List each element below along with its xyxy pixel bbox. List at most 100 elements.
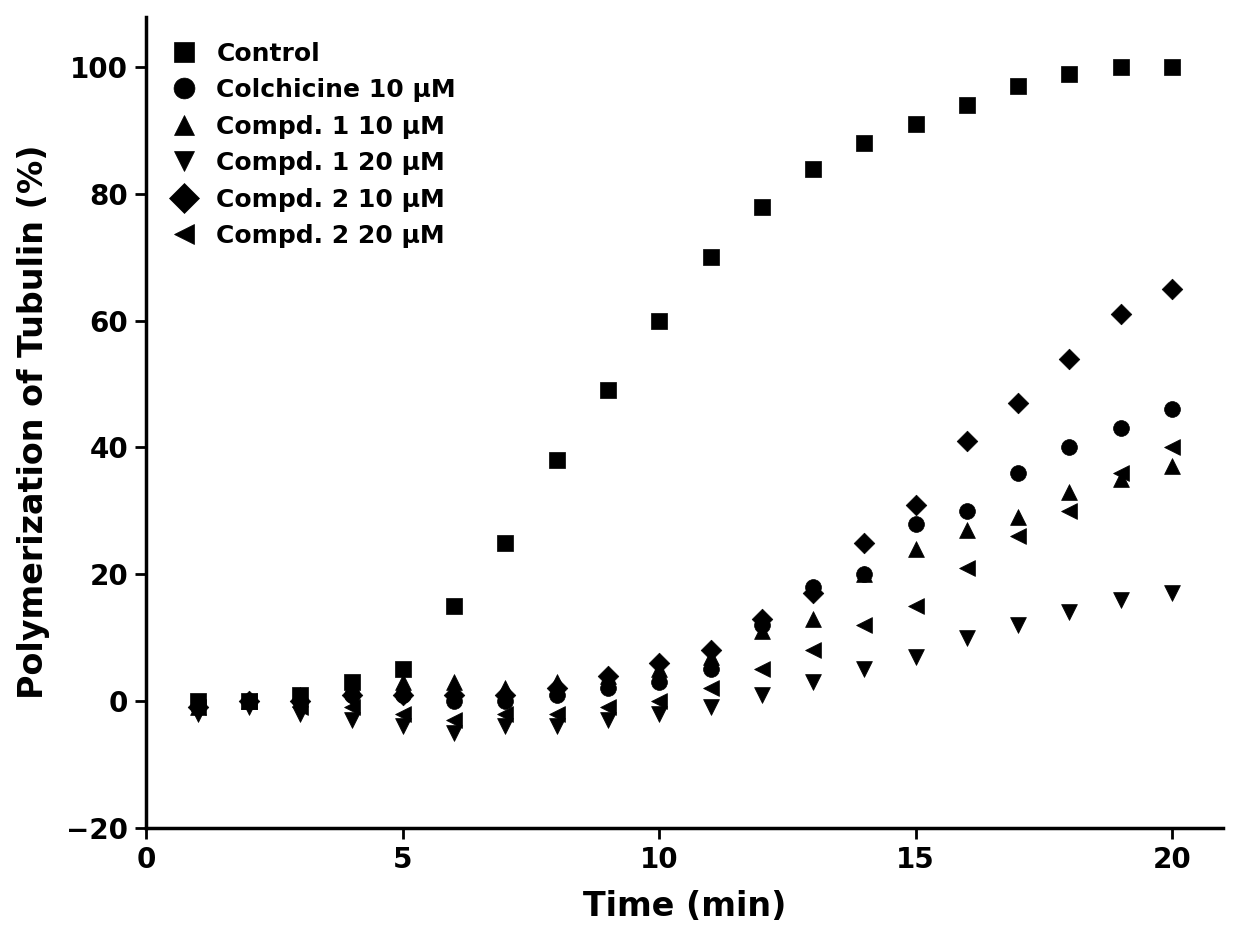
Colchicine 10 μM <box>239 694 259 709</box>
Colchicine 10 μM <box>290 694 310 709</box>
Compd. 2 20 μM <box>341 699 361 714</box>
Compd. 2 10 μM <box>751 611 771 626</box>
Compd. 1 20 μM <box>598 713 618 728</box>
Control <box>751 199 771 214</box>
Compd. 1 10 μM <box>804 611 823 626</box>
Compd. 1 10 μM <box>905 541 925 556</box>
Control <box>701 250 720 265</box>
Colchicine 10 μM <box>751 618 771 633</box>
Colchicine 10 μM <box>854 567 874 582</box>
Control <box>854 136 874 151</box>
Compd. 1 20 μM <box>496 719 516 734</box>
Compd. 1 10 μM <box>187 699 207 714</box>
Control <box>1162 60 1182 75</box>
Compd. 2 10 μM <box>1008 396 1028 411</box>
Compd. 1 10 μM <box>1162 459 1182 474</box>
Compd. 1 10 μM <box>496 681 516 696</box>
Compd. 1 10 μM <box>239 694 259 709</box>
Compd. 1 20 μM <box>751 687 771 702</box>
Colchicine 10 μM <box>1059 440 1079 455</box>
Compd. 1 20 μM <box>1059 604 1079 619</box>
Colchicine 10 μM <box>444 694 464 709</box>
Compd. 2 20 μM <box>187 699 207 714</box>
Compd. 1 10 μM <box>341 681 361 696</box>
Compd. 1 20 μM <box>854 662 874 677</box>
Compd. 2 10 μM <box>547 681 567 696</box>
Compd. 1 10 μM <box>650 662 670 677</box>
Compd. 1 20 μM <box>393 719 413 734</box>
Compd. 2 20 μM <box>598 699 618 714</box>
Compd. 1 10 μM <box>1059 484 1079 499</box>
Compd. 2 20 μM <box>393 706 413 721</box>
Colchicine 10 μM <box>187 699 207 714</box>
Colchicine 10 μM <box>341 687 361 702</box>
Compd. 1 10 μM <box>444 674 464 689</box>
Compd. 1 10 μM <box>854 567 874 582</box>
Compd. 2 10 μM <box>1111 307 1131 322</box>
Compd. 2 20 μM <box>957 560 977 575</box>
Compd. 1 20 μM <box>187 706 207 721</box>
Compd. 2 20 μM <box>1111 465 1131 480</box>
Compd. 2 10 μM <box>393 687 413 702</box>
Compd. 1 10 μM <box>598 668 618 683</box>
Compd. 2 10 μM <box>905 497 925 512</box>
Compd. 2 20 μM <box>854 618 874 633</box>
Compd. 2 20 μM <box>444 713 464 728</box>
Compd. 1 20 μM <box>239 699 259 714</box>
Compd. 1 10 μM <box>957 523 977 538</box>
Compd. 1 10 μM <box>1008 509 1028 525</box>
Compd. 2 10 μM <box>341 687 361 702</box>
Compd. 1 20 μM <box>547 719 567 734</box>
Compd. 2 20 μM <box>804 643 823 658</box>
Colchicine 10 μM <box>650 674 670 689</box>
Compd. 1 20 μM <box>905 649 925 664</box>
Compd. 1 10 μM <box>290 687 310 702</box>
Compd. 2 20 μM <box>496 706 516 721</box>
Compd. 2 10 μM <box>650 655 670 670</box>
Compd. 2 20 μM <box>1162 440 1182 455</box>
Compd. 1 10 μM <box>393 674 413 689</box>
Compd. 2 10 μM <box>1059 352 1079 367</box>
X-axis label: Time (min): Time (min) <box>583 890 786 923</box>
Compd. 2 20 μM <box>650 694 670 709</box>
Compd. 1 20 μM <box>701 699 720 714</box>
Compd. 1 20 μM <box>1111 592 1131 607</box>
Compd. 2 10 μM <box>804 586 823 601</box>
Control <box>650 313 670 328</box>
Legend: Control, Colchicine 10 μM, Compd. 1 10 μM, Compd. 1 20 μM, Compd. 2 10 μM, Compd: Control, Colchicine 10 μM, Compd. 1 10 μ… <box>159 29 469 260</box>
Compd. 2 20 μM <box>751 662 771 677</box>
Y-axis label: Polymerization of Tubulin (%): Polymerization of Tubulin (%) <box>16 145 50 699</box>
Colchicine 10 μM <box>547 687 567 702</box>
Control <box>1059 66 1079 81</box>
Colchicine 10 μM <box>804 579 823 594</box>
Compd. 1 20 μM <box>650 706 670 721</box>
Compd. 1 20 μM <box>957 630 977 645</box>
Compd. 1 20 μM <box>1162 586 1182 601</box>
Colchicine 10 μM <box>496 694 516 709</box>
Colchicine 10 μM <box>393 687 413 702</box>
Control <box>290 687 310 702</box>
Compd. 1 10 μM <box>701 649 720 664</box>
Colchicine 10 μM <box>905 516 925 531</box>
Colchicine 10 μM <box>598 681 618 696</box>
Compd. 1 20 μM <box>444 725 464 740</box>
Compd. 1 20 μM <box>804 674 823 689</box>
Colchicine 10 μM <box>1162 402 1182 417</box>
Compd. 1 10 μM <box>1111 472 1131 487</box>
Control <box>187 694 207 709</box>
Control <box>1111 60 1131 75</box>
Compd. 2 10 μM <box>854 535 874 550</box>
Control <box>957 98 977 113</box>
Control <box>444 599 464 614</box>
Colchicine 10 μM <box>1008 465 1028 480</box>
Control <box>905 117 925 132</box>
Colchicine 10 μM <box>957 503 977 518</box>
Compd. 2 20 μM <box>547 706 567 721</box>
Control <box>804 161 823 176</box>
Compd. 2 10 μM <box>290 694 310 709</box>
Compd. 1 10 μM <box>751 624 771 639</box>
Compd. 2 10 μM <box>701 643 720 658</box>
Compd. 1 20 μM <box>1008 618 1028 633</box>
Control <box>1008 79 1028 94</box>
Colchicine 10 μM <box>1111 421 1131 436</box>
